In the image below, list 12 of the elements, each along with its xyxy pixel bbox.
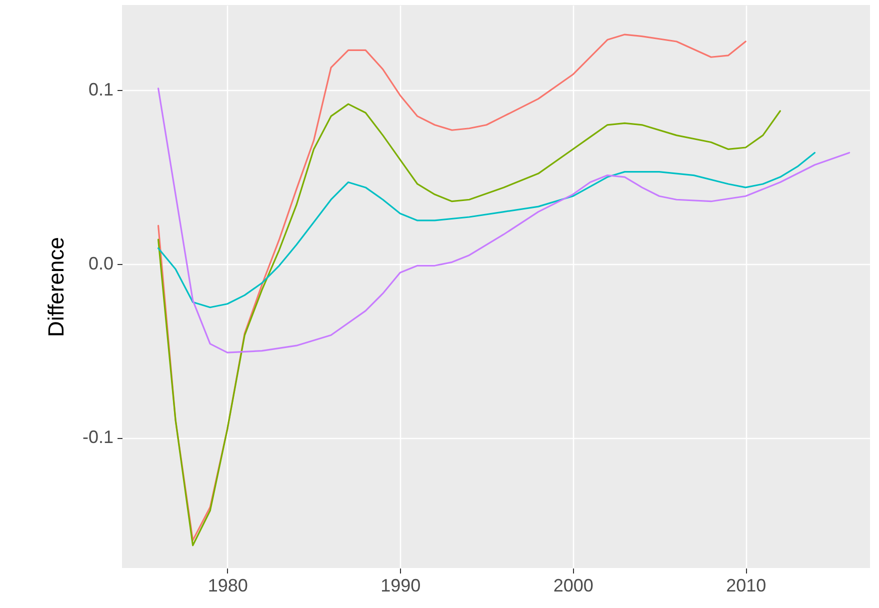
y-tick-label: 0.0 — [88, 253, 114, 274]
y-tick-label: 0.1 — [88, 80, 114, 100]
x-tick-label: 2000 — [553, 576, 594, 596]
y-axis-title: Difference — [43, 237, 68, 337]
line-series — [157, 88, 850, 354]
y-tick-label: -0.1 — [82, 427, 114, 448]
line-series — [157, 152, 816, 308]
x-tick-label: 2010 — [726, 576, 766, 596]
x-tick-label: 1990 — [380, 576, 421, 596]
x-tick-label: 1980 — [208, 576, 248, 596]
line-series — [157, 103, 781, 546]
line-series — [157, 34, 746, 541]
